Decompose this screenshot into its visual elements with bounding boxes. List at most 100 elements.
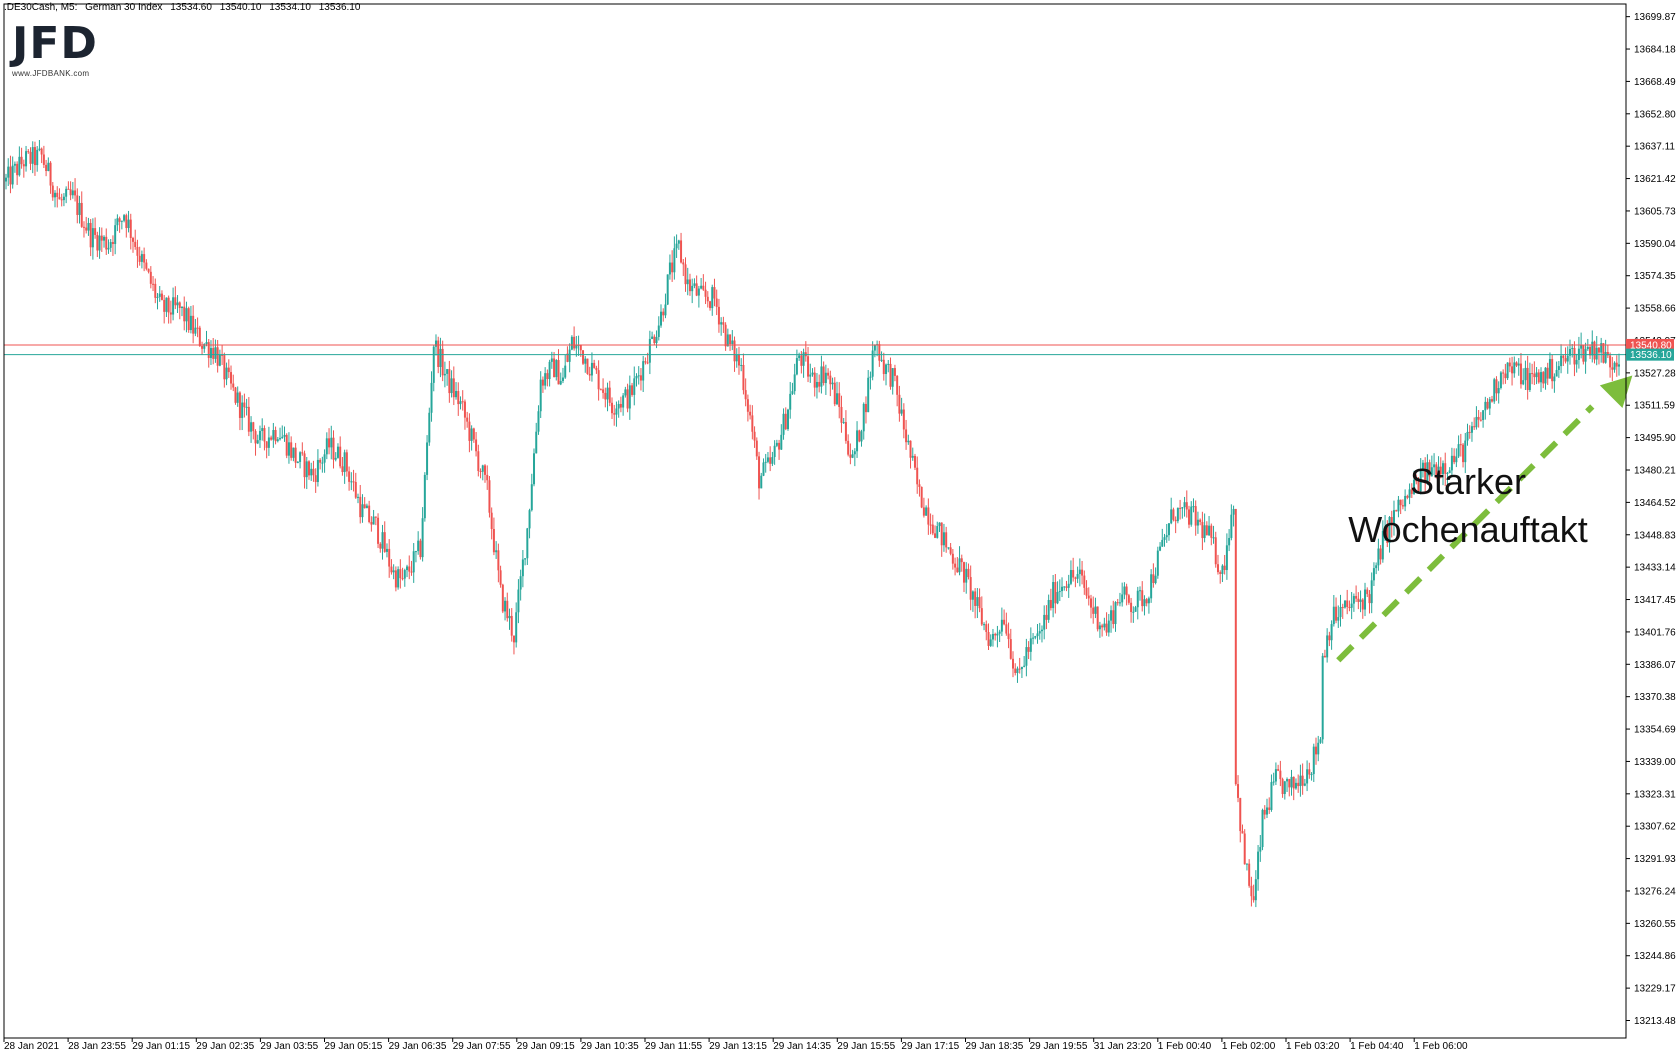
candle xyxy=(791,382,794,395)
candle xyxy=(207,339,210,368)
ask-price-label-bg xyxy=(1626,338,1674,351)
candle xyxy=(539,371,542,418)
candle xyxy=(414,550,417,563)
candle xyxy=(379,542,382,553)
candle xyxy=(575,335,578,357)
candle xyxy=(1176,507,1179,524)
y-tick-label: 13260.55 xyxy=(1634,919,1676,930)
candle xyxy=(695,275,698,297)
candle xyxy=(780,424,783,451)
candle xyxy=(185,301,188,333)
candle xyxy=(1223,554,1226,575)
candle xyxy=(851,449,854,459)
candle xyxy=(114,218,117,255)
candle xyxy=(348,466,351,491)
candle xyxy=(1390,510,1393,538)
candle xyxy=(1421,459,1424,478)
y-tick-label: 13684.18 xyxy=(1634,45,1676,56)
candle xyxy=(1504,363,1507,384)
candle xyxy=(954,557,957,576)
candle xyxy=(1321,653,1324,744)
candle xyxy=(339,436,342,469)
candle xyxy=(1506,362,1509,381)
candle xyxy=(1573,341,1576,377)
candle xyxy=(1308,762,1311,779)
candle xyxy=(1294,778,1297,790)
candle xyxy=(1348,600,1351,612)
candle xyxy=(619,396,622,413)
x-tick-label: 1 Feb 00:40 xyxy=(1158,1041,1212,1052)
candle xyxy=(1488,396,1491,416)
candle xyxy=(1343,600,1346,609)
candle xyxy=(1551,354,1554,389)
candle xyxy=(225,362,228,386)
candle xyxy=(856,421,859,458)
candle xyxy=(842,418,845,424)
candle xyxy=(1346,589,1349,615)
candle xyxy=(296,460,299,464)
candle xyxy=(1593,340,1596,364)
candle xyxy=(1009,628,1012,660)
candle xyxy=(775,439,778,448)
candle xyxy=(38,139,41,152)
candle xyxy=(439,337,442,378)
candle xyxy=(1143,595,1146,616)
candle xyxy=(925,505,928,516)
candle xyxy=(1214,531,1217,568)
candle xyxy=(822,361,825,386)
y-tick-label: 13652.80 xyxy=(1634,109,1676,120)
candle xyxy=(610,397,613,419)
candle xyxy=(1426,454,1429,485)
candle xyxy=(1087,587,1090,606)
candle xyxy=(1192,498,1195,513)
candle xyxy=(1361,598,1364,619)
candle xyxy=(145,259,148,271)
candle xyxy=(639,368,642,391)
candle xyxy=(18,146,21,177)
candle xyxy=(1201,511,1204,551)
candle xyxy=(192,305,195,344)
candle xyxy=(1025,638,1028,677)
candle xyxy=(804,341,807,362)
candle xyxy=(243,393,246,418)
candle xyxy=(56,186,59,208)
candle xyxy=(154,278,157,304)
candle xyxy=(287,432,290,464)
y-tick-label: 13558.66 xyxy=(1634,304,1676,315)
candle xyxy=(749,404,752,420)
candle xyxy=(967,563,970,580)
candle xyxy=(1150,569,1153,603)
candle xyxy=(831,377,834,390)
candle xyxy=(1366,587,1369,598)
candle xyxy=(65,186,68,204)
candle xyxy=(1502,369,1505,385)
candle xyxy=(31,141,34,174)
candle xyxy=(1491,395,1494,403)
candle xyxy=(755,437,758,460)
candle xyxy=(971,590,974,612)
annotation-line-2: Wochenauftakt xyxy=(1348,509,1588,550)
candle xyxy=(1330,620,1333,650)
bid-price-label-bg xyxy=(1626,348,1674,361)
candle xyxy=(929,513,932,535)
candle xyxy=(1152,563,1155,588)
candle xyxy=(481,464,484,481)
candle xyxy=(1036,623,1039,644)
candle xyxy=(1497,381,1500,404)
candle xyxy=(978,588,981,613)
candle xyxy=(127,210,130,233)
candle xyxy=(1277,764,1280,772)
candle xyxy=(89,218,92,257)
candle xyxy=(1261,808,1264,851)
candle xyxy=(1537,369,1540,384)
candle xyxy=(688,273,691,296)
x-tick-label: 29 Jan 18:35 xyxy=(966,1041,1024,1052)
y-tick-label: 13668.49 xyxy=(1634,77,1676,88)
candle xyxy=(187,306,190,333)
candle xyxy=(642,355,645,393)
candle xyxy=(1392,500,1395,536)
candle xyxy=(700,277,703,290)
candle xyxy=(1027,641,1030,660)
